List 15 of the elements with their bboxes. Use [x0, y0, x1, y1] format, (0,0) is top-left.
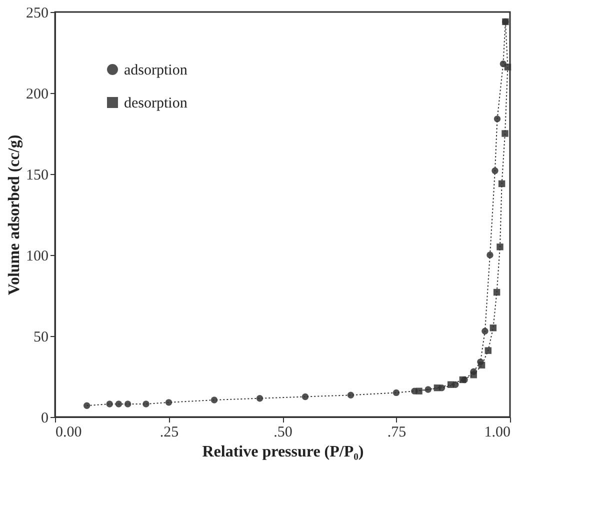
y-axis-title: Volume adsorbed (cc/g) — [6, 134, 23, 296]
x-tick-label: .25 — [160, 424, 179, 440]
x-tick-label: 1.00 — [484, 424, 510, 440]
x-axis-title: Relative pressure (P/P₀) — [202, 444, 364, 460]
legend-label: adsorption — [124, 62, 188, 78]
y-tick-label: 0 — [41, 410, 48, 426]
y-tick-label: 250 — [26, 6, 48, 22]
x-tick-label: .50 — [274, 424, 292, 440]
x-tick-label: .75 — [387, 424, 406, 440]
legend-label: desorption — [124, 96, 188, 112]
y-tick-label: 100 — [26, 248, 48, 264]
x-tick-label: 0.00 — [56, 424, 82, 440]
y-tick-label: 150 — [26, 168, 48, 184]
y-tick-label: 200 — [26, 86, 48, 102]
y-tick-label: 50 — [34, 330, 48, 346]
